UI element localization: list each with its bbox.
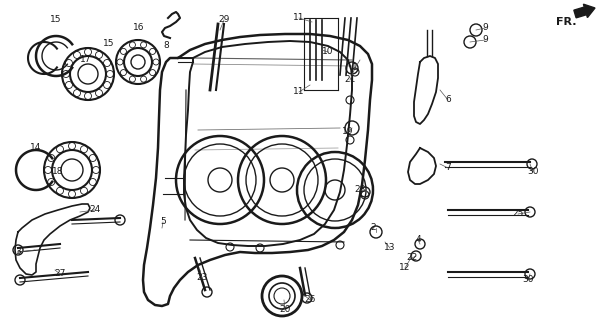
Text: 22: 22 xyxy=(406,253,418,262)
Text: 6: 6 xyxy=(445,95,451,105)
Text: 28: 28 xyxy=(355,186,365,195)
Text: 9: 9 xyxy=(482,36,488,44)
Text: 14: 14 xyxy=(31,143,42,153)
Text: 7: 7 xyxy=(445,164,451,172)
Text: 11: 11 xyxy=(294,13,305,22)
Text: 26: 26 xyxy=(304,295,316,305)
Text: 30: 30 xyxy=(527,167,539,177)
Text: 25: 25 xyxy=(512,210,524,219)
Text: 18: 18 xyxy=(52,167,63,177)
Text: 3: 3 xyxy=(15,247,21,257)
Text: 4: 4 xyxy=(415,236,421,244)
Text: 2: 2 xyxy=(370,223,376,233)
Text: 17: 17 xyxy=(80,55,92,65)
Text: 8: 8 xyxy=(163,42,169,51)
Text: 12: 12 xyxy=(400,263,411,273)
Text: 15: 15 xyxy=(103,39,115,49)
Text: 30: 30 xyxy=(522,276,534,284)
Text: 13: 13 xyxy=(384,244,396,252)
Text: 1: 1 xyxy=(352,63,358,73)
Text: FR.: FR. xyxy=(556,17,576,27)
Text: 27: 27 xyxy=(55,269,66,278)
Text: 5: 5 xyxy=(160,218,166,227)
Text: 20: 20 xyxy=(279,306,291,315)
Text: 10: 10 xyxy=(322,47,334,57)
Text: 9: 9 xyxy=(482,23,488,33)
Text: 19: 19 xyxy=(342,127,354,137)
Text: 15: 15 xyxy=(50,15,62,25)
Text: 21: 21 xyxy=(344,76,356,84)
Text: 24: 24 xyxy=(89,205,101,214)
Text: 23: 23 xyxy=(196,274,208,283)
FancyArrow shape xyxy=(574,4,595,18)
Text: 29: 29 xyxy=(218,15,229,25)
Text: 16: 16 xyxy=(133,23,145,33)
Text: 11: 11 xyxy=(294,87,305,97)
